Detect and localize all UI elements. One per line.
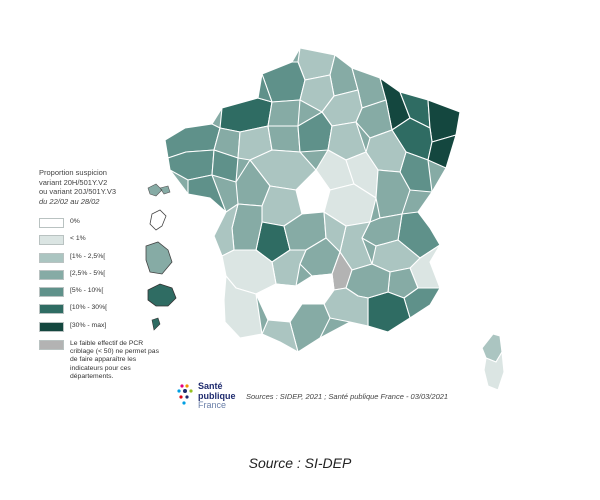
legend-title: Proportion suspicion variant 20H/501Y.V2… [39, 168, 169, 206]
legend-item-label: [10% - 30%[ [70, 304, 108, 312]
legend-note: Le faible effectif de PCR criblage (< 50… [39, 340, 169, 381]
overseas-guyane [145, 241, 173, 275]
dept [261, 319, 299, 353]
dept [223, 275, 263, 339]
legend-item-label: [2,5% - 5%[ [70, 269, 106, 277]
legend-title-line: variant 20H/501Y.V2 [39, 177, 108, 187]
legend-item: [1% - 2,5%[ [39, 252, 169, 270]
logo-line-3: France [198, 400, 227, 410]
legend-item-label: [5% - 10%[ [70, 287, 104, 295]
legend-item: < 1% [39, 235, 169, 252]
legend-swatch [39, 269, 64, 280]
legend-item: 0% [39, 218, 169, 235]
figure-caption: Source : SI-DEP [248, 455, 352, 471]
legend-swatch [39, 304, 64, 315]
dept-corsica-south [483, 351, 505, 391]
logo-line-1: Santé [198, 381, 223, 391]
legend-swatch [39, 287, 64, 298]
legend-swatch-insufficient [39, 340, 64, 351]
legend-item: [5% - 10%[ [39, 287, 169, 304]
legend-item-label: [1% - 2,5%[ [70, 252, 106, 260]
sources-text: Sources : SIDEP, 2021 ; Santé publique F… [246, 392, 449, 401]
dept [323, 287, 369, 327]
legend-swatch [39, 321, 64, 332]
dept [267, 99, 301, 127]
logo-line-2: publique [198, 390, 236, 401]
legend-item: [2,5% - 5%[ [39, 269, 169, 287]
overseas-mayotte [151, 317, 161, 331]
dept [367, 291, 411, 333]
dept [187, 174, 227, 213]
legend-list: 0% < 1% [1% - 2,5%[ [2,5% - 5%[ [5% - 10%[ [1… [39, 218, 169, 339]
overseas-guadeloupe [147, 183, 171, 197]
dept [427, 134, 457, 169]
legend-item-label: [30% - max] [70, 321, 107, 329]
legend-period: du 22/02 au 28/02 [39, 196, 100, 206]
legend-title-line: ou variant 20J/501Y.V3 [39, 187, 117, 196]
dept [257, 73, 273, 103]
legend-note-text: Le faible effectif de PCR criblage (< 50… [70, 340, 159, 380]
legend-title-line: Proportion suspicion [39, 168, 107, 177]
legend-swatch [39, 252, 64, 263]
map-legend: Proportion suspicion variant 20H/501Y.V2… [39, 168, 169, 381]
overseas-reunion [147, 283, 177, 307]
logo-text: Santé publique France [198, 381, 236, 411]
overseas-martinique [149, 209, 167, 231]
sante-publique-france-logo: Santé publique France [176, 380, 246, 414]
legend-item: [30% - max] [39, 321, 169, 339]
legend-swatch [39, 218, 64, 228]
legend-item-label: < 1% [70, 235, 86, 243]
legend-swatch [39, 235, 64, 246]
legend-item: [10% - 30%[ [39, 304, 169, 321]
legend-item-label: 0% [70, 218, 80, 225]
logo-dots-icon [177, 384, 193, 405]
dept [267, 125, 301, 153]
